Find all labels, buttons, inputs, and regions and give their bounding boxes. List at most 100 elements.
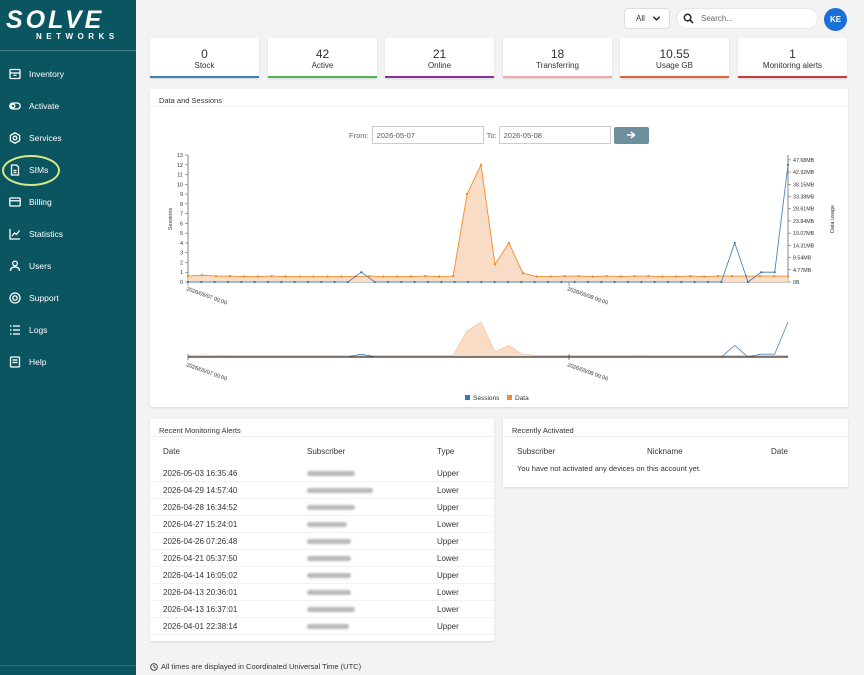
sidebar-item-help[interactable]: Help <box>0 346 136 378</box>
sessions-point <box>333 280 336 284</box>
y-right-tick-label: 4.77MB <box>793 268 812 274</box>
data-point <box>661 275 664 278</box>
sidebar-item-sims[interactable]: SIMs <box>0 154 136 186</box>
data-point <box>284 275 287 278</box>
stat-label: Transferring <box>536 61 579 70</box>
stat-value: 42 <box>315 47 330 61</box>
panel-title: Recently Activated <box>503 419 848 437</box>
data-point <box>410 275 413 278</box>
sidebar-item-billing[interactable]: Billing <box>0 186 136 218</box>
table-row[interactable]: 2026-04-14 16:05:02 Upper <box>150 567 494 584</box>
table-row[interactable]: 2026-04-13 20:36:01 Lower <box>150 584 494 601</box>
panel-title: Recent Monitoring Alerts <box>150 419 494 437</box>
data-point <box>326 275 329 278</box>
data-point <box>424 274 427 278</box>
apply-date-button[interactable] <box>613 126 649 144</box>
y-tick-label: 11 <box>177 173 183 179</box>
sessions-point <box>373 280 376 284</box>
sessions-data-chart[interactable]: 0123456789101112130B4.77MB9.54MB14.31MB1… <box>150 107 848 407</box>
alert-date: 2026-04-29 14:57:40 <box>163 485 238 495</box>
table-row[interactable]: 2026-04-01 22:38:14 Upper <box>150 618 494 635</box>
redacted-blur <box>307 504 355 510</box>
stat-card-usage[interactable]: 10.55 Usage GB <box>620 38 729 78</box>
data-point <box>619 275 622 278</box>
brand-logo[interactable]: SOLVE NETWORKS <box>0 0 136 44</box>
column-header: Subscriber <box>307 447 346 456</box>
alert-subscriber-redacted <box>307 520 437 529</box>
stat-value: 18 <box>550 47 565 61</box>
data-line <box>187 163 788 278</box>
search-box[interactable] <box>676 8 818 29</box>
data-point <box>535 275 539 278</box>
sidebar-item-logs[interactable]: Logs <box>0 314 136 346</box>
sessions-point <box>293 280 296 284</box>
column-header: Subscriber <box>517 447 556 456</box>
sessions-point <box>560 280 563 284</box>
alert-date: 2026-05-03 16:35:46 <box>163 468 238 478</box>
sidebar-item-label: Users <box>29 261 52 271</box>
sessions-point <box>746 280 750 284</box>
data-point <box>312 275 315 278</box>
legend-label: Sessions <box>473 395 500 402</box>
to-date-input[interactable] <box>498 126 611 144</box>
sidebar-item-label: Help <box>29 357 47 367</box>
data-point <box>549 275 552 278</box>
stat-card-monitoring-alerts[interactable]: 1 Monitoring alerts <box>738 38 847 78</box>
table-row[interactable]: 2026-04-21 05:37:50 Lower <box>150 550 494 567</box>
column-header: Date <box>163 447 180 456</box>
stat-card-active[interactable]: 42 Active <box>268 38 377 78</box>
sessions-point <box>440 280 443 284</box>
table-row[interactable]: 2026-04-26 07:26:48 Upper <box>150 533 494 550</box>
alert-type: Upper <box>437 502 459 512</box>
sessions-point <box>426 280 430 284</box>
data-point <box>507 241 511 245</box>
table-row[interactable]: 2026-04-29 14:57:40 Lower <box>150 482 494 499</box>
y-right-tick-label: 19.07MB <box>793 231 815 237</box>
redacted-blur <box>307 470 355 476</box>
topbar: All KE <box>136 0 864 37</box>
stat-card-stock[interactable]: 0 Stock <box>150 38 259 78</box>
sidebar-item-support[interactable]: Support <box>0 282 136 314</box>
table-row[interactable]: 2026-04-27 15:24:01 Lower <box>150 516 494 533</box>
alert-date: 2026-04-14 16:05:02 <box>163 570 238 580</box>
sidebar-item-inventory[interactable]: Inventory <box>0 58 136 90</box>
alert-type: Lower <box>437 604 459 614</box>
table-row[interactable]: 2026-05-03 16:35:46 Upper <box>150 465 494 482</box>
sessions-point <box>466 280 470 284</box>
timezone-text: All times are displayed in Coordinated U… <box>161 662 362 671</box>
navigator-tick-label: 2026/05/08 00:00 <box>566 362 608 382</box>
table-row[interactable]: 2026-04-28 16:34:52 Upper <box>150 499 494 516</box>
navigator-tick-label: 2026/05/07 00:00 <box>185 362 227 382</box>
stat-card-online[interactable]: 21 Online <box>385 38 494 78</box>
y-tick-label: 6 <box>180 221 183 227</box>
sessions-point <box>266 280 270 284</box>
filter-select[interactable]: All <box>624 8 670 29</box>
sessions-point <box>773 271 776 274</box>
data-point <box>298 275 301 278</box>
avatar[interactable]: KE <box>824 8 847 31</box>
activated-table-header: Subscriber Nickname Date <box>503 437 848 464</box>
data-point <box>451 274 455 278</box>
y-tick-label: 2 <box>180 260 183 266</box>
logs-icon <box>9 324 21 336</box>
stat-label: Online <box>427 61 452 70</box>
help-icon <box>9 356 21 368</box>
sessions-point <box>586 280 590 284</box>
sessions-point <box>640 280 643 284</box>
search-input[interactable] <box>701 14 811 23</box>
data-point <box>270 274 273 278</box>
sidebar-item-statistics[interactable]: Statistics <box>0 218 136 250</box>
alert-type: Upper <box>437 468 459 478</box>
column-header: Date <box>771 447 788 456</box>
sidebar-item-activate[interactable]: Activate <box>0 90 136 122</box>
stat-card-transferring[interactable]: 18 Transferring <box>503 38 612 78</box>
from-date-input[interactable] <box>371 126 484 144</box>
sidebar-item-services[interactable]: Services <box>0 122 136 154</box>
stat-label: Monitoring alerts <box>762 61 823 70</box>
table-row[interactable]: 2026-04-13 16:37:01 Lower <box>150 601 494 618</box>
alert-subscriber-redacted <box>307 622 437 631</box>
legend-swatch <box>507 395 512 400</box>
services-icon <box>9 132 21 144</box>
stat-label: Stock <box>194 61 215 70</box>
sidebar-item-users[interactable]: Users <box>0 250 136 282</box>
